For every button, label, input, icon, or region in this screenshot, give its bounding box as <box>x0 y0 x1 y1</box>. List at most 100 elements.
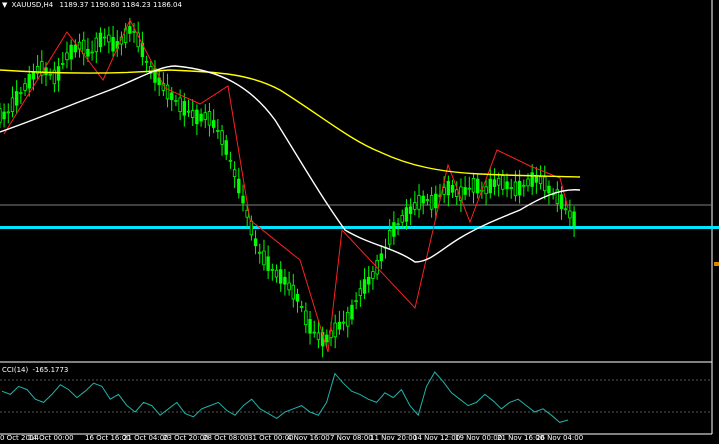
candle-body <box>522 184 526 187</box>
candle-body <box>228 159 233 162</box>
candle-body <box>346 311 350 327</box>
candle-body <box>48 73 52 76</box>
candle-body <box>19 92 23 95</box>
candle-body <box>253 238 258 247</box>
candle-body <box>455 189 459 197</box>
candle-body <box>232 169 237 177</box>
candle-body <box>186 110 191 113</box>
candle-body <box>559 194 564 209</box>
candle-body <box>316 332 321 341</box>
candle-body <box>530 172 534 187</box>
candle-body <box>44 67 48 76</box>
candle-body <box>291 284 295 300</box>
candle-body <box>304 310 308 326</box>
candle-body <box>73 44 78 53</box>
candle-body <box>501 175 505 190</box>
candle-body <box>425 199 430 201</box>
symbol-label: XAUUSD,H4 <box>11 1 54 9</box>
time-axis-label: 31 Oct 00:00 <box>248 434 294 442</box>
time-axis-label: 14 Nov 12:00 <box>413 434 461 442</box>
candle-body <box>396 223 400 226</box>
candlesticks <box>0 17 576 358</box>
candle-body <box>429 195 434 210</box>
candle-body <box>14 91 19 106</box>
candle-body <box>413 202 417 210</box>
time-axis-label: 21 Nov 16:00 <box>497 434 545 442</box>
candle-body <box>144 60 149 63</box>
candle-body <box>295 294 300 302</box>
candle-body <box>35 66 40 74</box>
candle-body <box>543 176 547 192</box>
candle-body <box>190 110 195 118</box>
candle-body <box>82 39 86 55</box>
candle-body <box>526 178 530 187</box>
cci-header: CCI(14) -165.1773 <box>2 366 68 374</box>
candle-body <box>450 185 455 193</box>
candle-body <box>400 214 404 223</box>
candle-body <box>538 176 543 185</box>
candle-body <box>463 187 467 195</box>
candle-body <box>358 288 363 296</box>
time-axis-label: 23 Oct 20:00 <box>163 434 209 442</box>
candle-body <box>170 92 174 101</box>
candle-body <box>241 195 245 204</box>
candle-body <box>107 34 111 43</box>
candle-body <box>568 210 572 219</box>
candle-body <box>178 97 182 113</box>
chevron-down-icon[interactable]: ▼ <box>2 1 8 9</box>
zigzag-indicator <box>3 18 569 353</box>
candle-body <box>128 26 132 34</box>
candle-body <box>350 304 354 320</box>
fast-moving-average <box>0 65 581 263</box>
candle-body <box>149 66 153 74</box>
candle-body <box>496 177 501 186</box>
time-axis-label: 26 Nov 04:00 <box>536 434 584 442</box>
cci-line <box>1 371 569 423</box>
candle-body <box>98 32 103 48</box>
candle-body <box>367 276 371 285</box>
chart-title[interactable]: ▼ XAUUSD,H4 1189.37 1190.80 1184.23 1186… <box>2 1 182 9</box>
candle-body <box>333 322 337 338</box>
time-axis-label: 0 Oct 2014 <box>0 434 39 442</box>
candle-body <box>195 109 199 125</box>
candle-body <box>6 111 10 114</box>
candle-body <box>136 32 140 48</box>
candle-body <box>475 178 480 194</box>
candle-body <box>392 222 396 237</box>
candle-body <box>484 186 488 195</box>
time-axis-label: 16 Oct 16:00 <box>85 434 131 442</box>
price-marker <box>714 262 719 266</box>
candle-body <box>572 211 576 227</box>
candle-body <box>0 108 2 123</box>
cci-value: -165.1773 <box>32 366 69 374</box>
candle-body <box>52 69 57 85</box>
candle-body <box>312 331 316 334</box>
horizontal-level-line[interactable] <box>0 226 719 229</box>
candle-body <box>408 206 413 215</box>
candle-body <box>10 97 15 113</box>
candle-body <box>119 36 124 45</box>
candle-body <box>371 271 375 279</box>
candle-body <box>2 111 6 120</box>
candle-body <box>61 63 65 65</box>
candle-body <box>564 208 568 211</box>
candle-body <box>203 112 207 120</box>
candle-body <box>299 305 304 308</box>
candle-body <box>40 61 44 76</box>
candle-body <box>337 321 342 330</box>
candle-body <box>308 319 312 334</box>
candle-body <box>165 84 170 100</box>
candle-body <box>283 276 287 285</box>
candle-body <box>94 37 99 53</box>
candle-body <box>174 100 178 102</box>
candle-body <box>488 178 492 194</box>
candle-body <box>182 101 187 116</box>
candle-body <box>509 187 513 189</box>
candle-body <box>216 130 220 132</box>
candle-body <box>517 180 522 196</box>
candle-body <box>111 36 115 52</box>
time-axis-label: 28 Oct 08:00 <box>203 434 249 442</box>
candle-body <box>132 30 136 33</box>
candle-body <box>27 74 31 89</box>
